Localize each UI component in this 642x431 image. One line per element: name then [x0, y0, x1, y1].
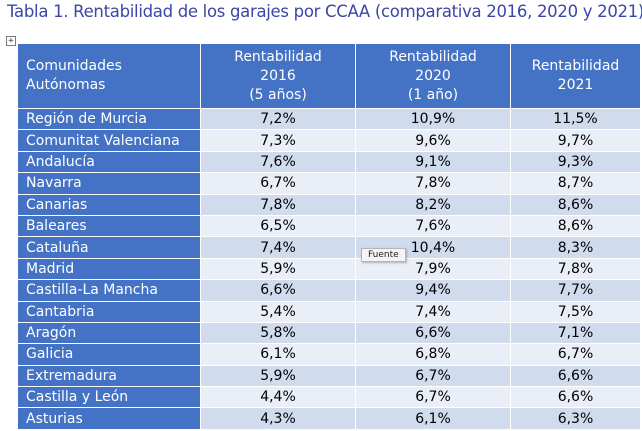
- table-row: Aragón 5,8% 6,6% 7,1%: [17, 321, 641, 345]
- header-line: Rentabilidad: [531, 58, 620, 74]
- rent-2020-cell: 7,4%: [355, 300, 511, 323]
- rent-2016-cell: 5,4%: [200, 300, 356, 323]
- region-cell: Madrid: [17, 257, 201, 281]
- region-cell: Asturias: [17, 407, 201, 430]
- rent-2021-cell: 6,3%: [510, 407, 641, 430]
- rent-2016-cell: 7,6%: [200, 150, 356, 174]
- rent-2016-cell: 5,8%: [200, 321, 356, 345]
- table-row: Andalucía 7,6% 9,1% 9,3%: [17, 150, 641, 174]
- rent-2020-cell: 8,2%: [355, 193, 511, 216]
- fuente-tooltip: Fuente: [361, 248, 406, 262]
- header-line: 2016: [260, 67, 296, 84]
- table-row: Canarias 7,8% 8,2% 8,6%: [17, 193, 641, 216]
- rent-2021-cell: 7,7%: [510, 279, 641, 302]
- region-cell: Región de Murcia: [17, 107, 201, 131]
- table-title: Tabla 1. Rentabilidad de los garajes por…: [7, 2, 642, 21]
- region-cell: Galicia: [17, 343, 201, 366]
- header-line: (5 años): [249, 86, 307, 103]
- header-comunidades: Comunidades Autónomas: [17, 43, 201, 109]
- table-row: Asturias 4,3% 6,1% 6,3%: [17, 407, 641, 430]
- rent-2020-cell: 10,9%: [355, 107, 511, 131]
- rent-2021-cell: 7,1%: [510, 321, 641, 345]
- header-rentabilidad-2021: Rentabilidad 2021: [510, 43, 641, 109]
- rent-2021-cell: 7,5%: [510, 300, 641, 323]
- table-row: Castilla-La Mancha 6,6% 9,4% 7,7%: [17, 279, 641, 302]
- rent-2020-cell: 9,4%: [355, 279, 511, 302]
- rent-2020-cell: 6,7%: [355, 386, 511, 409]
- rent-2016-cell: 5,9%: [200, 257, 356, 281]
- rent-2021-cell: 8,6%: [510, 214, 641, 238]
- rent-2016-cell: 7,3%: [200, 129, 356, 152]
- region-cell: Andalucía: [17, 150, 201, 174]
- rent-2016-cell: 7,2%: [200, 107, 356, 131]
- table-row: Madrid 5,9% 7,9% 7,8%: [17, 257, 641, 281]
- table-row: Baleares 6,5% 7,6% 8,6%: [17, 214, 641, 238]
- table-row: Comunitat Valenciana 7,3% 9,6% 9,7%: [17, 129, 641, 152]
- rent-2016-cell: 4,3%: [200, 407, 356, 430]
- rent-2021-cell: 6,6%: [510, 364, 641, 388]
- rent-2020-cell: 6,8%: [355, 343, 511, 366]
- table-row: Castilla y León 4,4% 6,7% 6,6%: [17, 386, 641, 409]
- rent-2016-cell: 7,8%: [200, 193, 356, 216]
- rent-2021-cell: 7,8%: [510, 257, 641, 281]
- rent-2021-cell: 9,7%: [510, 129, 641, 152]
- rent-2016-cell: 6,5%: [200, 214, 356, 238]
- region-cell: Canarias: [17, 193, 201, 216]
- rent-2021-cell: 8,3%: [510, 236, 641, 259]
- rent-2020-cell: 9,1%: [355, 150, 511, 174]
- rentabilidad-table: Comunidades Autónomas Rentabilidad 2016 …: [17, 43, 641, 430]
- rent-2016-cell: 6,1%: [200, 343, 356, 366]
- rent-2020-cell: 6,6%: [355, 321, 511, 345]
- rent-2021-cell: 9,3%: [510, 150, 641, 174]
- rent-2020-cell: 9,6%: [355, 129, 511, 152]
- rent-2021-cell: 11,5%: [510, 107, 641, 131]
- region-cell: Comunitat Valenciana: [17, 129, 201, 152]
- header-line: (1 año): [407, 86, 459, 103]
- table-move-handle-icon[interactable]: +: [6, 36, 16, 46]
- region-cell: Baleares: [17, 214, 201, 238]
- region-cell: Extremadura: [17, 364, 201, 388]
- region-cell: Cantabria: [17, 300, 201, 323]
- rent-2020-cell: 7,9%: [355, 257, 511, 281]
- rent-2016-cell: 5,9%: [200, 364, 356, 388]
- region-cell: Cataluña: [17, 236, 201, 259]
- region-cell: Castilla-La Mancha: [17, 279, 201, 302]
- rent-2021-cell: 6,6%: [510, 386, 641, 409]
- rent-2020-cell: 7,8%: [355, 172, 511, 195]
- table-row: Región de Murcia 7,2% 10,9% 11,5%: [17, 107, 641, 131]
- rent-2020-cell: 6,7%: [355, 364, 511, 388]
- rent-2020-cell: 6,1%: [355, 407, 511, 430]
- table-row: Extremadura 5,9% 6,7% 6,6%: [17, 364, 641, 388]
- rent-2021-cell: 8,7%: [510, 172, 641, 195]
- table-row: Navarra 6,7% 7,8% 8,7%: [17, 172, 641, 195]
- header-line: Rentabilidad: [389, 48, 477, 65]
- table-row: Galicia 6,1% 6,8% 6,7%: [17, 343, 641, 366]
- rent-2016-cell: 6,6%: [200, 279, 356, 302]
- rent-2021-cell: 6,7%: [510, 343, 641, 366]
- region-cell: Navarra: [17, 172, 201, 195]
- header-line: Rentabilidad: [234, 48, 322, 65]
- region-cell: Aragón: [17, 321, 201, 345]
- header-line: 2020: [415, 67, 451, 84]
- rent-2016-cell: 6,7%: [200, 172, 356, 195]
- rent-2021-cell: 8,6%: [510, 193, 641, 216]
- rent-2020-cell: 7,6%: [355, 214, 511, 238]
- table-row: Cataluña 7,4% 10,4% 8,3%: [17, 236, 641, 259]
- header-rentabilidad-2020: Rentabilidad 2020 (1 año): [355, 43, 511, 109]
- header-line: 2021: [557, 77, 594, 93]
- table-row: Cantabria 5,4% 7,4% 7,5%: [17, 300, 641, 323]
- rent-2016-cell: 4,4%: [200, 386, 356, 409]
- rent-2016-cell: 7,4%: [200, 236, 356, 259]
- table-header-row: Comunidades Autónomas Rentabilidad 2016 …: [17, 43, 641, 109]
- header-rentabilidad-2016: Rentabilidad 2016 (5 años): [200, 43, 356, 109]
- header-line: Autónomas: [26, 77, 106, 93]
- header-line: Comunidades: [26, 58, 122, 74]
- region-cell: Castilla y León: [17, 386, 201, 409]
